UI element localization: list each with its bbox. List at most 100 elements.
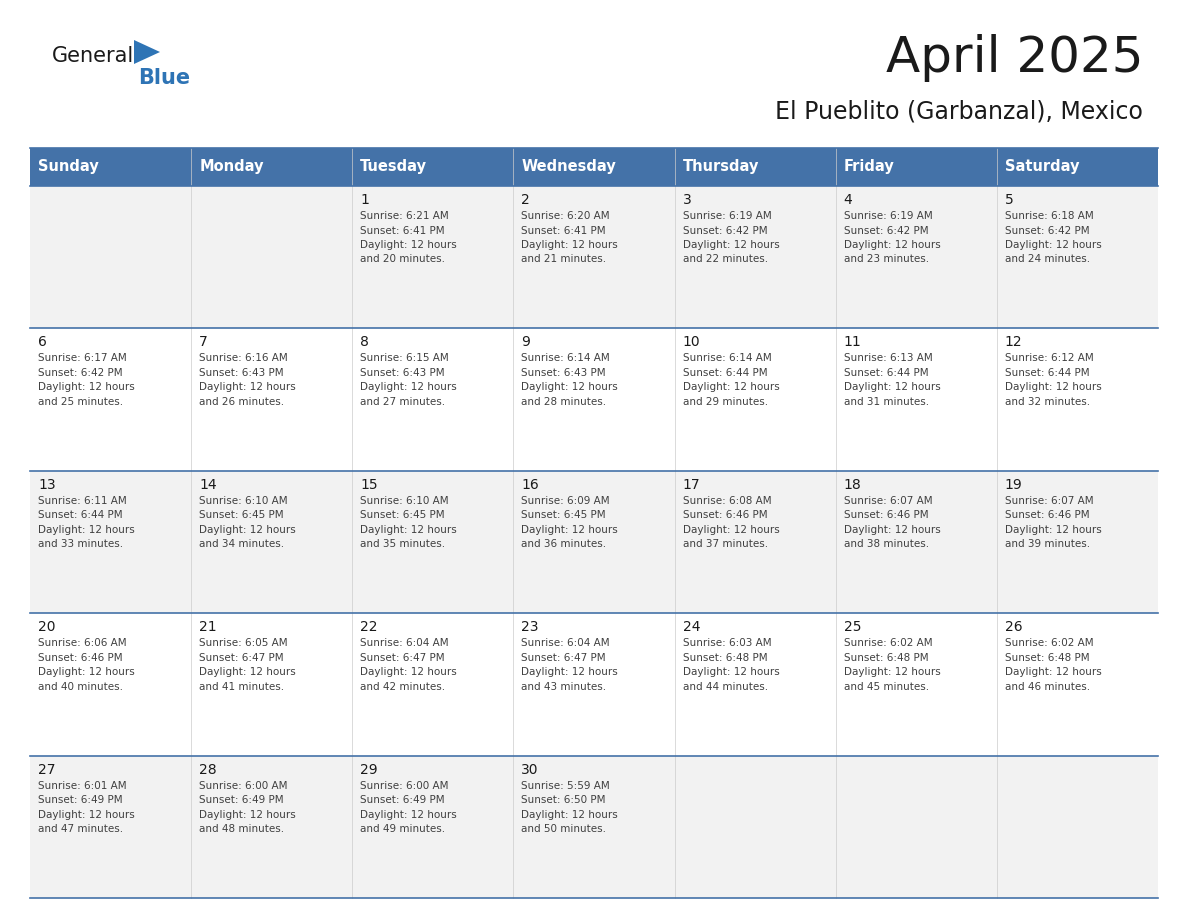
Text: 29: 29 — [360, 763, 378, 777]
Text: Sunset: 6:45 PM: Sunset: 6:45 PM — [522, 510, 606, 521]
Text: Daylight: 12 hours: Daylight: 12 hours — [360, 240, 457, 250]
Text: Sunrise: 6:01 AM: Sunrise: 6:01 AM — [38, 780, 127, 790]
Text: and 25 minutes.: and 25 minutes. — [38, 397, 124, 407]
Text: Sunrise: 6:14 AM: Sunrise: 6:14 AM — [683, 353, 771, 364]
Text: 21: 21 — [200, 621, 216, 634]
Text: Sunrise: 6:20 AM: Sunrise: 6:20 AM — [522, 211, 611, 221]
Text: Daylight: 12 hours: Daylight: 12 hours — [522, 240, 618, 250]
Text: Sunset: 6:47 PM: Sunset: 6:47 PM — [522, 653, 606, 663]
Text: General: General — [52, 46, 134, 66]
Text: 2: 2 — [522, 193, 530, 207]
Text: Daylight: 12 hours: Daylight: 12 hours — [843, 240, 941, 250]
Text: Daylight: 12 hours: Daylight: 12 hours — [360, 810, 457, 820]
FancyBboxPatch shape — [30, 148, 1158, 186]
Text: Sunset: 6:49 PM: Sunset: 6:49 PM — [38, 795, 122, 805]
Text: and 50 minutes.: and 50 minutes. — [522, 824, 606, 834]
Text: Sunrise: 6:15 AM: Sunrise: 6:15 AM — [360, 353, 449, 364]
Text: and 29 minutes.: and 29 minutes. — [683, 397, 767, 407]
Text: and 23 minutes.: and 23 minutes. — [843, 254, 929, 264]
Text: Daylight: 12 hours: Daylight: 12 hours — [683, 383, 779, 392]
Text: 8: 8 — [360, 335, 369, 350]
Text: Daylight: 12 hours: Daylight: 12 hours — [200, 383, 296, 392]
Text: Daylight: 12 hours: Daylight: 12 hours — [200, 810, 296, 820]
FancyBboxPatch shape — [30, 613, 1158, 756]
Text: Sunset: 6:48 PM: Sunset: 6:48 PM — [683, 653, 767, 663]
Text: Sunset: 6:42 PM: Sunset: 6:42 PM — [1005, 226, 1089, 236]
Text: Daylight: 12 hours: Daylight: 12 hours — [360, 667, 457, 677]
Text: Blue: Blue — [138, 68, 190, 88]
Text: Thursday: Thursday — [683, 160, 759, 174]
Text: 12: 12 — [1005, 335, 1023, 350]
Text: Sunrise: 6:02 AM: Sunrise: 6:02 AM — [1005, 638, 1093, 648]
Text: Daylight: 12 hours: Daylight: 12 hours — [1005, 667, 1101, 677]
Text: 16: 16 — [522, 477, 539, 492]
Text: and 33 minutes.: and 33 minutes. — [38, 539, 124, 549]
Text: and 39 minutes.: and 39 minutes. — [1005, 539, 1089, 549]
Text: Sunrise: 6:00 AM: Sunrise: 6:00 AM — [200, 780, 287, 790]
Text: Daylight: 12 hours: Daylight: 12 hours — [360, 383, 457, 392]
Text: Daylight: 12 hours: Daylight: 12 hours — [522, 810, 618, 820]
Text: Sunrise: 6:03 AM: Sunrise: 6:03 AM — [683, 638, 771, 648]
Text: and 44 minutes.: and 44 minutes. — [683, 682, 767, 691]
Text: 22: 22 — [360, 621, 378, 634]
Text: Sunset: 6:43 PM: Sunset: 6:43 PM — [522, 368, 606, 378]
Text: and 38 minutes.: and 38 minutes. — [843, 539, 929, 549]
Text: Sunrise: 6:10 AM: Sunrise: 6:10 AM — [200, 496, 287, 506]
Text: Sunset: 6:46 PM: Sunset: 6:46 PM — [1005, 510, 1089, 521]
Text: Daylight: 12 hours: Daylight: 12 hours — [522, 383, 618, 392]
Text: Sunrise: 6:12 AM: Sunrise: 6:12 AM — [1005, 353, 1094, 364]
Text: 28: 28 — [200, 763, 216, 777]
Polygon shape — [134, 40, 160, 64]
Text: Daylight: 12 hours: Daylight: 12 hours — [38, 525, 134, 535]
Text: Daylight: 12 hours: Daylight: 12 hours — [843, 383, 941, 392]
Text: 25: 25 — [843, 621, 861, 634]
Text: 18: 18 — [843, 477, 861, 492]
Text: Sunset: 6:48 PM: Sunset: 6:48 PM — [1005, 653, 1089, 663]
Text: Sunrise: 6:00 AM: Sunrise: 6:00 AM — [360, 780, 449, 790]
Text: Sunset: 6:44 PM: Sunset: 6:44 PM — [1005, 368, 1089, 378]
Text: 9: 9 — [522, 335, 530, 350]
Text: Daylight: 12 hours: Daylight: 12 hours — [360, 525, 457, 535]
Text: Daylight: 12 hours: Daylight: 12 hours — [522, 525, 618, 535]
Text: 3: 3 — [683, 193, 691, 207]
Text: Sunset: 6:48 PM: Sunset: 6:48 PM — [843, 653, 928, 663]
Text: Sunrise: 6:13 AM: Sunrise: 6:13 AM — [843, 353, 933, 364]
Text: and 31 minutes.: and 31 minutes. — [843, 397, 929, 407]
Text: 6: 6 — [38, 335, 46, 350]
Text: and 47 minutes.: and 47 minutes. — [38, 824, 124, 834]
Text: Daylight: 12 hours: Daylight: 12 hours — [1005, 525, 1101, 535]
Text: Daylight: 12 hours: Daylight: 12 hours — [200, 667, 296, 677]
Text: 26: 26 — [1005, 621, 1023, 634]
Text: Daylight: 12 hours: Daylight: 12 hours — [683, 667, 779, 677]
FancyBboxPatch shape — [30, 329, 1158, 471]
Text: 11: 11 — [843, 335, 861, 350]
Text: 5: 5 — [1005, 193, 1013, 207]
Text: Sunset: 6:44 PM: Sunset: 6:44 PM — [683, 368, 767, 378]
FancyBboxPatch shape — [30, 756, 1158, 898]
Text: Sunset: 6:45 PM: Sunset: 6:45 PM — [360, 510, 446, 521]
Text: Sunset: 6:46 PM: Sunset: 6:46 PM — [843, 510, 928, 521]
Text: Friday: Friday — [843, 160, 895, 174]
Text: Sunrise: 6:19 AM: Sunrise: 6:19 AM — [843, 211, 933, 221]
Text: and 20 minutes.: and 20 minutes. — [360, 254, 446, 264]
Text: El Pueblito (Garbanzal), Mexico: El Pueblito (Garbanzal), Mexico — [775, 99, 1143, 123]
Text: and 40 minutes.: and 40 minutes. — [38, 682, 124, 691]
Text: Daylight: 12 hours: Daylight: 12 hours — [843, 525, 941, 535]
Text: 1: 1 — [360, 193, 369, 207]
Text: Sunrise: 6:16 AM: Sunrise: 6:16 AM — [200, 353, 287, 364]
Text: and 49 minutes.: and 49 minutes. — [360, 824, 446, 834]
Text: Sunset: 6:43 PM: Sunset: 6:43 PM — [360, 368, 446, 378]
Text: Sunset: 6:42 PM: Sunset: 6:42 PM — [843, 226, 928, 236]
Text: Saturday: Saturday — [1005, 160, 1080, 174]
Text: Daylight: 12 hours: Daylight: 12 hours — [38, 383, 134, 392]
Text: Sunrise: 6:11 AM: Sunrise: 6:11 AM — [38, 496, 127, 506]
FancyBboxPatch shape — [30, 471, 1158, 613]
Text: Sunrise: 6:14 AM: Sunrise: 6:14 AM — [522, 353, 611, 364]
Text: Sunset: 6:44 PM: Sunset: 6:44 PM — [38, 510, 122, 521]
Text: 17: 17 — [683, 477, 700, 492]
Text: Sunrise: 6:19 AM: Sunrise: 6:19 AM — [683, 211, 771, 221]
Text: Daylight: 12 hours: Daylight: 12 hours — [38, 667, 134, 677]
Text: and 46 minutes.: and 46 minutes. — [1005, 682, 1089, 691]
Text: Sunrise: 6:07 AM: Sunrise: 6:07 AM — [843, 496, 933, 506]
Text: and 32 minutes.: and 32 minutes. — [1005, 397, 1089, 407]
